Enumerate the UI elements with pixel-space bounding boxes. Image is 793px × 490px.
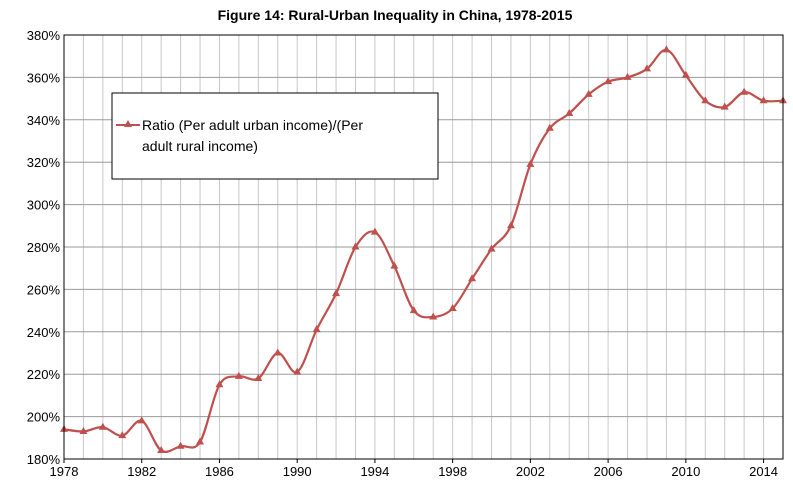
data-point-marker (118, 431, 127, 439)
chart-title: Figure 14: Rural-Urban Inequality in Chi… (218, 7, 573, 23)
x-tick-label: 1998 (438, 464, 467, 479)
data-point-marker (196, 437, 205, 445)
data-point-marker (79, 426, 88, 434)
data-point-marker (157, 446, 166, 454)
y-tick-label: 340% (27, 113, 61, 128)
data-point-marker (273, 348, 282, 356)
legend-label-line-1: Ratio (Per adult urban income)/(Per (142, 117, 363, 133)
data-point-marker (526, 159, 535, 167)
x-tick-label: 1982 (127, 464, 156, 479)
data-point-marker (293, 367, 302, 375)
data-point-marker (662, 45, 671, 53)
data-point-marker (370, 227, 379, 235)
x-tick-label: 1994 (360, 464, 389, 479)
data-point-marker (604, 77, 613, 85)
data-point-marker (506, 221, 515, 229)
data-point-marker (448, 303, 457, 311)
plot-frame (63, 34, 784, 460)
series-layer (60, 45, 787, 454)
data-point-marker (468, 274, 477, 282)
y-tick-label: 200% (27, 410, 61, 425)
x-tick-label: 2014 (749, 464, 778, 479)
x-axis-ticks: 1978 1982 1986 1990 1994 1998 2002 2006 2010 2014 (50, 459, 778, 479)
legend: Ratio (Per adult urban income)/(Per adul… (111, 92, 439, 180)
data-point-marker (312, 325, 321, 333)
y-tick-label: 260% (27, 282, 61, 297)
y-tick-label: 180% (27, 452, 61, 467)
data-point-marker (584, 89, 593, 97)
legend-marker-icon (124, 120, 132, 127)
data-point-marker (137, 416, 146, 424)
y-tick-label: 380% (27, 28, 61, 43)
data-point-marker (545, 123, 554, 131)
y-tick-label: 360% (27, 70, 61, 85)
data-point-marker (390, 261, 399, 269)
data-point-marker (351, 242, 360, 250)
data-point-marker (642, 64, 651, 72)
y-tick-label: 320% (27, 155, 61, 170)
x-tick-label: 2010 (671, 464, 700, 479)
legend-box (111, 92, 439, 180)
data-point-marker (254, 373, 263, 381)
data-point-marker (176, 441, 185, 449)
x-tick-label: 1990 (283, 464, 312, 479)
y-tick-label: 240% (27, 325, 61, 340)
data-point-marker (234, 371, 243, 379)
x-tick-label: 1986 (205, 464, 234, 479)
data-point-marker (720, 102, 729, 110)
data-point-marker (98, 422, 107, 430)
data-point-marker (701, 96, 710, 104)
x-tick-label: 2002 (516, 464, 545, 479)
data-point-marker (409, 306, 418, 314)
data-point-marker (681, 70, 690, 78)
y-tick-label: 300% (27, 198, 61, 213)
x-tick-label: 2006 (594, 464, 623, 479)
data-point-marker (759, 96, 768, 104)
data-point-marker (565, 108, 574, 116)
data-point-marker (623, 72, 632, 80)
data-point-marker (215, 380, 224, 388)
y-axis-ticks: 180% 200% 220% 240% 260% 280% 300% 320% 340% 360%… (27, 28, 61, 467)
data-point-marker (332, 289, 341, 297)
data-point-marker (429, 312, 438, 320)
x-tick-label: 1978 (50, 464, 79, 479)
y-tick-label: 220% (27, 367, 61, 382)
legend-label-line-2: adult rural income) (142, 138, 258, 154)
data-point-marker (487, 244, 496, 252)
data-point-marker (740, 87, 749, 95)
y-tick-label: 280% (27, 240, 61, 255)
